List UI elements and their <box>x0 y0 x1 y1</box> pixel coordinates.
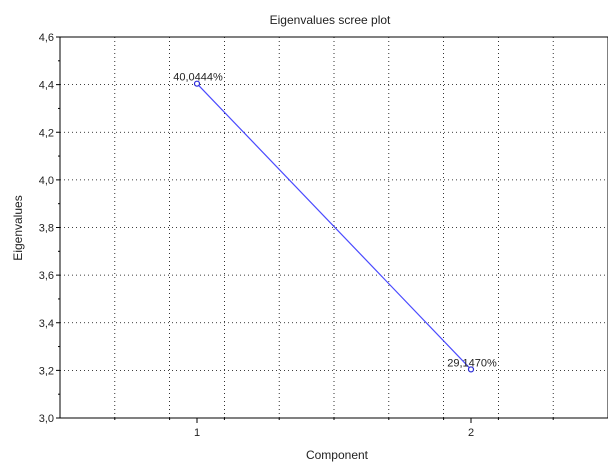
y-axis: 3,0 3,2 3,4 3,6 3,8 4,0 4,2 4,4 4,6 <box>39 32 60 425</box>
data-point <box>193 80 201 87</box>
data-label: 29,1470% <box>447 357 497 369</box>
y-tick-label: 4,4 <box>39 80 54 92</box>
y-tick-label: 4,0 <box>39 175 54 187</box>
y-axis-label: Eigenvalues <box>11 195 25 260</box>
y-tick-label: 3,8 <box>39 223 54 235</box>
y-tick-label: 3,4 <box>39 318 54 330</box>
x-axis-label: Component <box>306 448 369 462</box>
x-tick-label: 1 <box>194 427 200 439</box>
y-tick-label: 4,2 <box>39 127 54 139</box>
grid <box>60 37 608 418</box>
data-point <box>467 366 475 373</box>
chart-title: Eigenvalues scree plot <box>270 13 391 27</box>
y-tick-label: 4,6 <box>39 32 54 44</box>
y-tick-label: 3,6 <box>39 270 54 282</box>
series-line <box>196 83 472 370</box>
x-tick-label: 2 <box>468 427 474 439</box>
plot-frame <box>59 36 608 419</box>
y-tick-label: 3,0 <box>39 413 54 425</box>
data-label: 40,0444% <box>173 72 223 84</box>
y-tick-label: 3,2 <box>39 365 54 377</box>
series: 40,0444% 29,1470% <box>173 72 497 373</box>
